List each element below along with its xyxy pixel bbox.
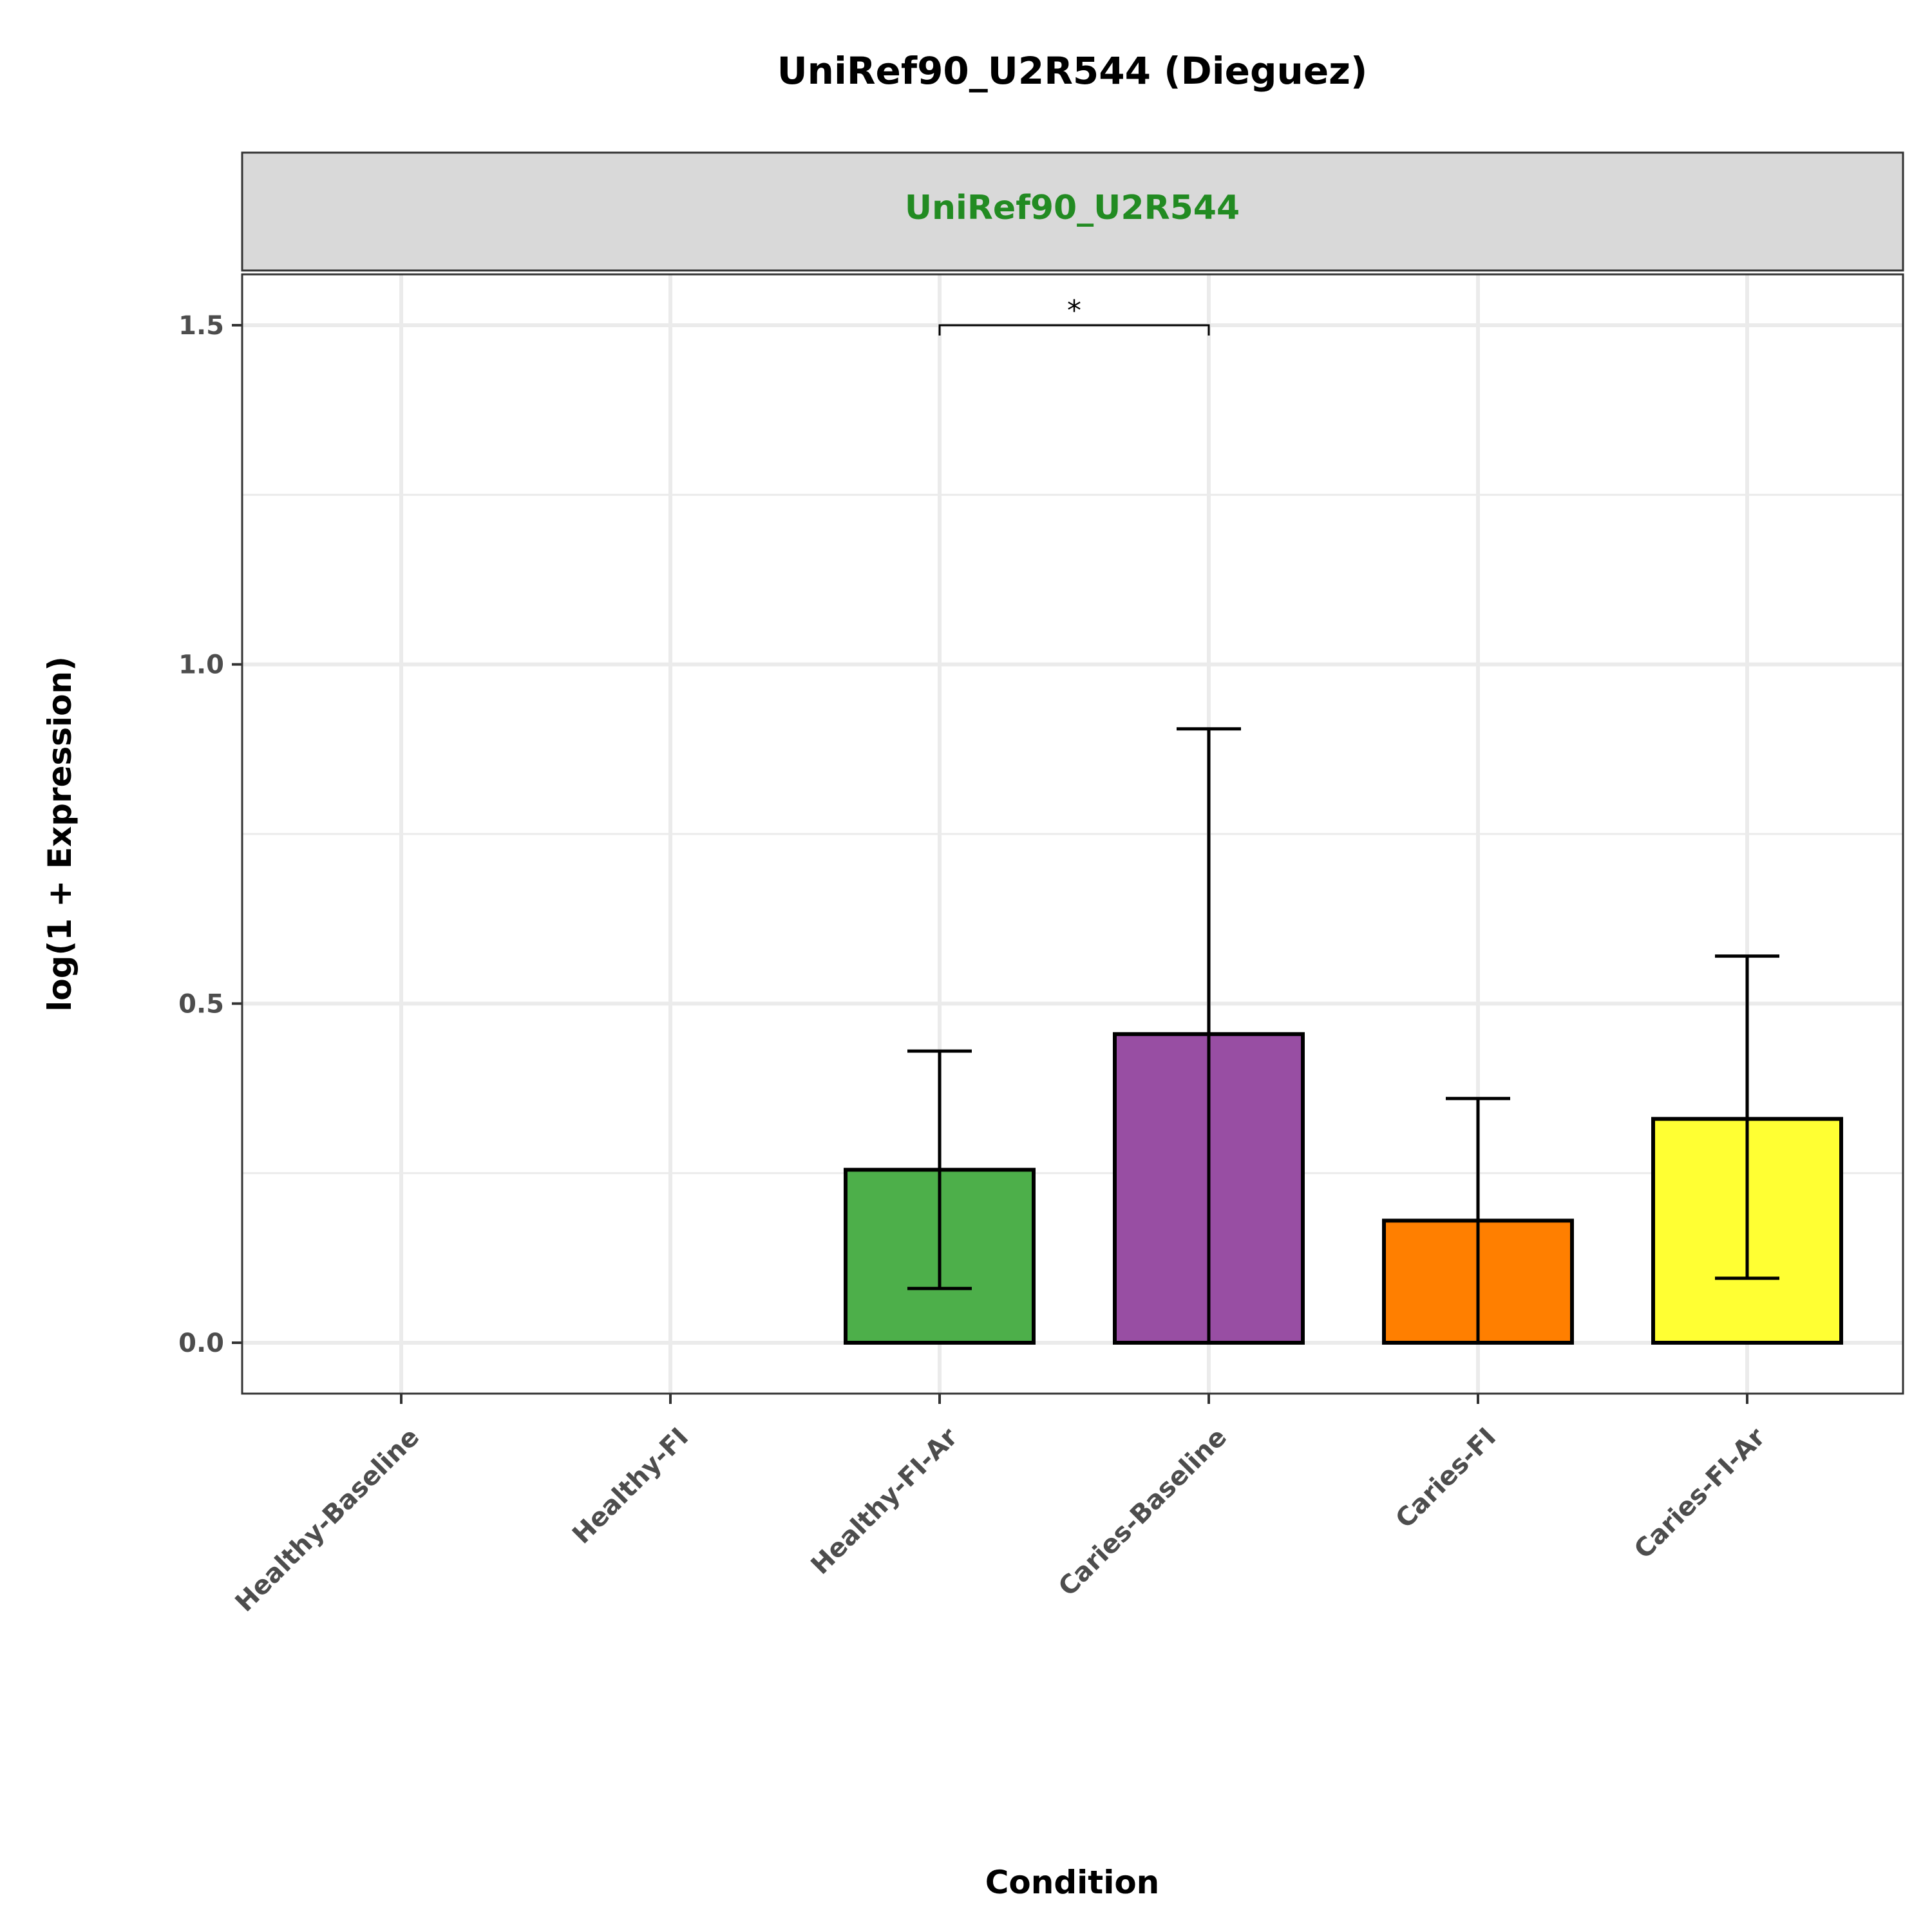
x-tick-label: Caries-Baseline	[1053, 1423, 1233, 1602]
error-bar-caries-fi-ar	[1715, 954, 1779, 1280]
significance-bracket: *	[938, 294, 1210, 336]
x-axis: Healthy-Baseline Healthy-FI Healthy-FI-Ar C…	[230, 1394, 1771, 1618]
x-tick-label: Caries-FI	[1390, 1423, 1502, 1535]
y-axis: 0.0 0.5 1.0 1.5	[178, 311, 242, 1358]
x-tick-label: Caries-FI-Ar	[1629, 1422, 1771, 1564]
bars	[844, 1032, 1843, 1345]
x-tick-label: Healthy-Baseline	[230, 1423, 425, 1618]
error-bar-caries-baseline	[1177, 727, 1241, 1343]
y-axis-title: log(1 + Expression)	[41, 656, 79, 1012]
facet-label: UniRef90_U2R544	[905, 189, 1240, 227]
error-bar-caries-fi	[1446, 1097, 1510, 1343]
y-tick-label: 1.5	[178, 311, 224, 341]
x-tick-label: Healthy-FI	[567, 1423, 694, 1550]
panel-border	[241, 273, 1904, 1395]
y-tick-label: 0.5	[178, 989, 224, 1019]
significance-label: *	[1067, 294, 1081, 327]
error-bars	[907, 727, 1779, 1343]
significance-annotations: *	[938, 294, 1210, 336]
facet-strip	[241, 151, 1904, 272]
x-axis-title: Condition	[985, 1864, 1160, 1901]
x-tick-label: Healthy-FI-Ar	[806, 1422, 964, 1580]
grid-lines	[242, 274, 1903, 1394]
y-tick-label: 0.0	[178, 1329, 224, 1358]
error-bar-healthy-fi-ar	[907, 1049, 972, 1291]
chart-title: UniRef90_U2R544 (Dieguez)	[777, 49, 1368, 93]
y-tick-label: 1.0	[178, 650, 224, 680]
